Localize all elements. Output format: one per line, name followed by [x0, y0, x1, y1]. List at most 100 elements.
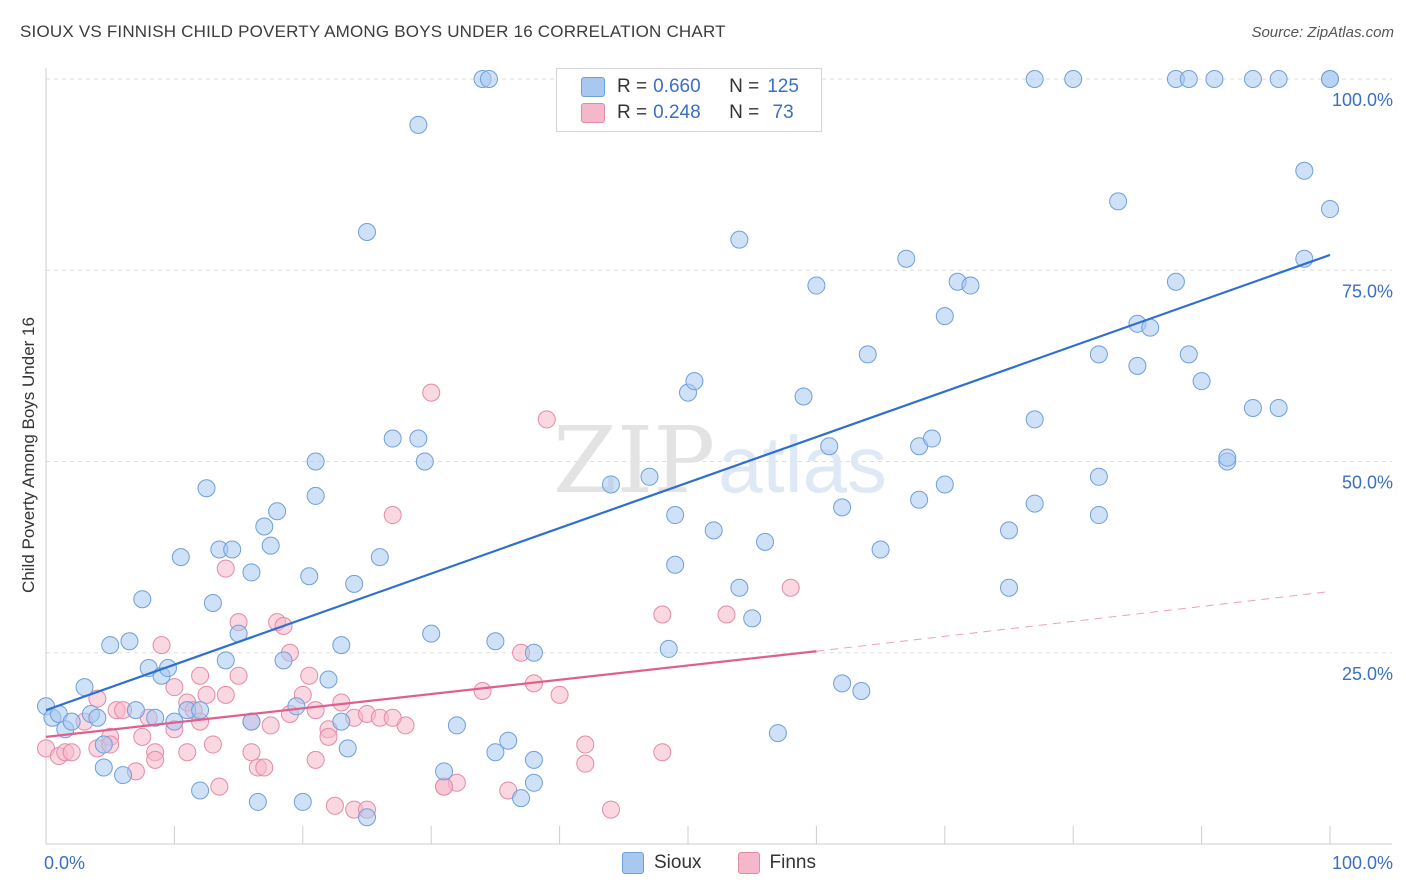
- y-tick-label: 75.0%: [1342, 281, 1393, 301]
- finns-point: [653, 743, 672, 762]
- sioux-point: [332, 636, 351, 655]
- sioux-point: [120, 632, 139, 651]
- finns-point: [255, 758, 274, 777]
- trendlines: [45, 253, 1331, 738]
- finns-point: [717, 605, 736, 624]
- finns-point: [216, 559, 235, 578]
- sioux-point: [486, 743, 505, 762]
- n-label: N =: [729, 76, 760, 97]
- finns-point: [261, 716, 280, 735]
- sioux-point: [1205, 70, 1224, 88]
- sioux-point: [730, 578, 749, 597]
- sioux-point: [1025, 494, 1044, 513]
- sioux-point: [1243, 398, 1262, 417]
- sioux-point: [248, 792, 267, 811]
- finns-point: [576, 735, 595, 754]
- legend-item-finns[interactable]: Finns: [737, 852, 816, 874]
- sioux-point: [640, 467, 659, 486]
- finns-point: [306, 701, 325, 720]
- finns-point: [473, 682, 492, 700]
- finns-point: [422, 383, 441, 402]
- finns-point: [152, 636, 171, 655]
- y-axis-label: Child Poverty Among Boys Under 16: [19, 317, 38, 593]
- sioux-point: [1192, 372, 1211, 391]
- finns-point: [325, 796, 344, 815]
- watermark-zip: ZIP: [553, 407, 715, 514]
- sioux-point: [922, 429, 941, 448]
- sioux-point: [524, 643, 543, 662]
- sioux-point: [62, 712, 81, 731]
- sioux-point: [197, 479, 216, 498]
- finns-point: [197, 685, 216, 704]
- finns-trendline-extension: [816, 591, 1331, 652]
- sioux-swatch: [581, 77, 605, 97]
- sioux-point: [512, 789, 531, 808]
- watermark-atlas: atlas: [718, 420, 887, 509]
- sioux-point: [1243, 70, 1262, 88]
- finns-swatch: [737, 852, 760, 874]
- sioux-point: [306, 452, 325, 471]
- sioux-point: [820, 437, 839, 456]
- sioux-point: [704, 521, 723, 540]
- r-label: R =: [617, 102, 648, 123]
- finns-point: [133, 727, 152, 746]
- sioux-point: [730, 230, 749, 249]
- legend-item-sioux[interactable]: Sioux: [622, 852, 702, 874]
- sioux-point: [1089, 467, 1108, 486]
- sioux-point: [447, 716, 466, 735]
- sioux-point: [1321, 200, 1339, 219]
- finns-point: [435, 777, 454, 796]
- sioux-point: [191, 701, 210, 720]
- sioux-point: [833, 674, 852, 693]
- n-value: 125: [767, 76, 799, 97]
- legend-row-finns: R = 0.248 N = 73: [581, 101, 794, 125]
- sioux-point: [524, 750, 543, 769]
- legend-label-sioux: Sioux: [654, 852, 702, 873]
- sioux-point: [242, 563, 261, 582]
- sioux-point: [1295, 161, 1314, 180]
- sioux-point: [1064, 70, 1083, 88]
- sioux-point: [409, 429, 428, 448]
- sioux-point: [332, 712, 351, 731]
- sioux-point: [94, 758, 113, 777]
- finns-point: [242, 743, 261, 762]
- sioux-point: [1218, 448, 1237, 467]
- sioux-point: [961, 276, 980, 295]
- finns-point: [383, 708, 402, 727]
- sioux-point: [306, 486, 325, 505]
- sioux-point: [268, 502, 287, 521]
- sioux-point: [114, 766, 133, 785]
- sioux-point: [743, 609, 762, 628]
- sioux-point: [358, 223, 376, 241]
- sioux-point: [479, 70, 498, 88]
- sioux-point: [203, 594, 222, 613]
- finns-point: [229, 666, 248, 685]
- sioux-point: [255, 517, 274, 536]
- sioux-point: [1269, 70, 1288, 88]
- finns-point: [62, 743, 81, 762]
- sioux-point: [370, 548, 389, 567]
- finns-point: [383, 506, 402, 525]
- sioux-point: [1025, 410, 1044, 429]
- sioux-point: [422, 624, 441, 643]
- watermark: ZIP atlas: [553, 407, 887, 514]
- finns-swatch: [581, 103, 605, 123]
- sioux-point: [1109, 192, 1128, 211]
- finns-point: [306, 750, 325, 769]
- sioux-point: [358, 808, 376, 827]
- sioux-point: [659, 639, 678, 658]
- sioux-point: [287, 697, 306, 716]
- sioux-point: [88, 708, 107, 727]
- finns-point: [165, 678, 184, 697]
- sioux-point: [1269, 398, 1288, 417]
- sioux-point: [871, 540, 890, 559]
- sioux-point: [1000, 578, 1018, 597]
- finns-point: [601, 800, 620, 819]
- sioux-point: [1179, 345, 1198, 364]
- finns-point: [203, 735, 222, 754]
- finns-trendline: [45, 650, 817, 738]
- sioux-point: [807, 276, 826, 295]
- sioux-point: [126, 701, 145, 720]
- finns-point: [216, 685, 235, 704]
- sioux-point: [833, 498, 852, 517]
